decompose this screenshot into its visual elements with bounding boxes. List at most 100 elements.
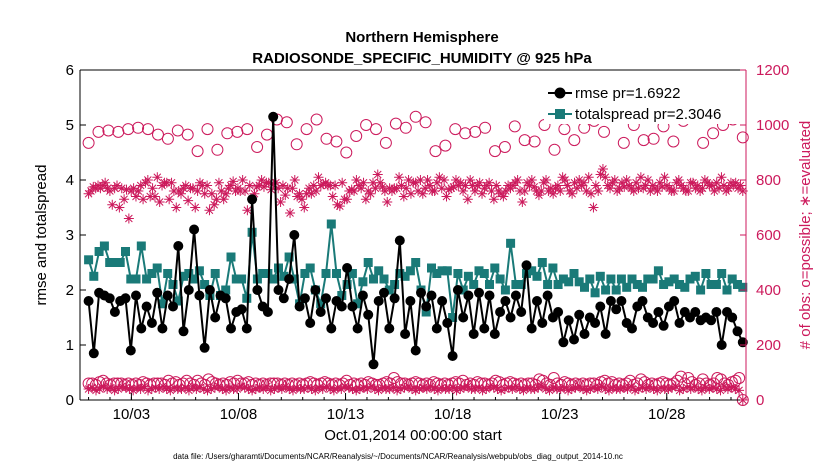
evaluated-obs-point — [294, 188, 305, 199]
rmse-point — [210, 312, 221, 323]
evaluated-obs-low-point — [700, 382, 711, 393]
evaluated-obs-point — [327, 191, 338, 202]
evaluated-obs-point — [519, 186, 530, 196]
rmse-point — [120, 293, 131, 304]
possible-obs-point — [736, 131, 749, 144]
totalspread-point — [511, 280, 521, 289]
possible-obs-point — [647, 132, 660, 145]
evaluated-obs-low-point — [656, 382, 667, 393]
totalspread-point — [263, 269, 273, 278]
rmse-point — [421, 301, 432, 312]
evaluated-obs-point — [673, 175, 684, 185]
evaluated-obs-point — [176, 188, 187, 199]
rmse-point — [447, 351, 458, 361]
evaluated-obs-point — [251, 181, 262, 192]
evaluated-obs-low-point — [403, 381, 414, 392]
totalspread-point — [690, 271, 700, 281]
evaluated-obs-point — [555, 186, 566, 196]
evaluated-obs-point — [183, 195, 194, 206]
x-tick-label: 10/08 — [220, 406, 258, 423]
evaluated-obs-low-point — [169, 382, 180, 393]
evaluated-obs-low-point — [269, 384, 280, 394]
totalspread-point — [711, 280, 721, 289]
evaluated-obs-point — [529, 181, 540, 192]
rmse-point — [284, 274, 295, 284]
evaluated-obs-point — [415, 175, 426, 185]
evaluated-obs-point — [588, 202, 599, 213]
left-y-axis-label: rmse and totalspread — [33, 165, 50, 306]
evaluated-obs-low-point — [317, 384, 328, 394]
chart-title-line1: Northern Hemisphere — [345, 29, 498, 46]
rmse-point — [405, 296, 416, 306]
evaluated-obs-low-point — [429, 384, 440, 394]
legend-rmse-marker — [554, 87, 566, 99]
evaluated-obs-point — [420, 183, 431, 194]
rmse-point — [732, 326, 743, 337]
evaluated-obs-low-point — [418, 382, 429, 393]
totalspread-point — [390, 280, 400, 289]
evaluated-obs-point — [706, 180, 717, 191]
totalspread-point — [147, 269, 157, 278]
possible-obs-point — [221, 127, 234, 140]
evaluated-obs-low-point — [432, 385, 443, 396]
possible-obs-point — [280, 116, 293, 129]
evaluated-obs-point — [512, 175, 523, 185]
evaluated-obs-point — [213, 177, 224, 188]
totalspread-point — [189, 274, 199, 284]
evaluated-obs-point — [123, 213, 134, 224]
totalspread-point — [738, 282, 748, 292]
totalspread-point — [442, 266, 452, 276]
evaluated-obs-low-point — [603, 385, 614, 396]
evaluated-obs-low-point — [358, 382, 369, 393]
possible-obs-point — [518, 134, 531, 147]
totalspread-point — [115, 258, 125, 267]
evaluated-obs-low-point — [425, 381, 436, 392]
totalspread-point — [384, 285, 394, 295]
rmse-point — [532, 296, 542, 306]
evaluated-obs-low-point — [451, 385, 462, 396]
evaluated-obs-low-point — [150, 382, 161, 393]
evaluated-obs-point — [304, 183, 315, 194]
evaluated-obs-point — [396, 180, 407, 191]
x-tick-label: 10/28 — [648, 406, 686, 423]
evaluated-obs-low-point — [217, 384, 228, 394]
rmse-point — [379, 287, 389, 298]
evaluated-obs-low-point — [183, 385, 194, 396]
totalspread-point — [374, 266, 384, 276]
evaluated-obs-point — [258, 181, 269, 192]
rmse-point — [706, 315, 717, 326]
evaluated-obs-low-point — [128, 385, 139, 396]
right-y-tick-label: 400 — [756, 282, 781, 299]
rmse-point — [104, 293, 115, 304]
evaluated-obs-low-point — [206, 384, 217, 394]
totalspread-point — [506, 238, 516, 248]
rmse-point — [310, 285, 321, 295]
evaluated-obs-low-point — [667, 382, 678, 393]
totalspread-point — [733, 280, 742, 289]
totalspread-point — [353, 299, 363, 309]
evaluated-obs-low-point — [343, 382, 354, 393]
chart-title-line2: RADIOSONDE_SPECIFIC_HUMIDITY @ 925 hPa — [252, 50, 592, 67]
rmse-point — [611, 304, 622, 315]
possible-obs-point — [92, 125, 105, 138]
evaluated-obs-point — [609, 175, 620, 185]
evaluated-obs-low-point — [641, 384, 652, 394]
evaluated-obs-point — [486, 186, 497, 196]
legend-box — [544, 76, 740, 124]
evaluated-obs-point — [209, 199, 220, 210]
rmse-point — [315, 307, 326, 317]
totalspread-point — [268, 274, 278, 284]
rmse-point — [252, 285, 263, 295]
evaluated-obs-low-point — [377, 382, 388, 393]
evaluated-obs-point — [536, 186, 547, 196]
evaluated-obs-point — [164, 194, 175, 205]
evaluated-obs-low-point — [139, 381, 150, 392]
totalspread-point — [453, 269, 463, 278]
evaluated-obs-low-point — [198, 384, 209, 394]
left-y-tick-label: 0 — [66, 392, 74, 409]
evaluated-obs-low-point — [689, 381, 700, 392]
totalspread-point — [379, 274, 389, 284]
rmse-point — [484, 290, 495, 301]
right-y-tick-label: 1000 — [756, 117, 789, 134]
totalspread-point — [495, 274, 505, 284]
